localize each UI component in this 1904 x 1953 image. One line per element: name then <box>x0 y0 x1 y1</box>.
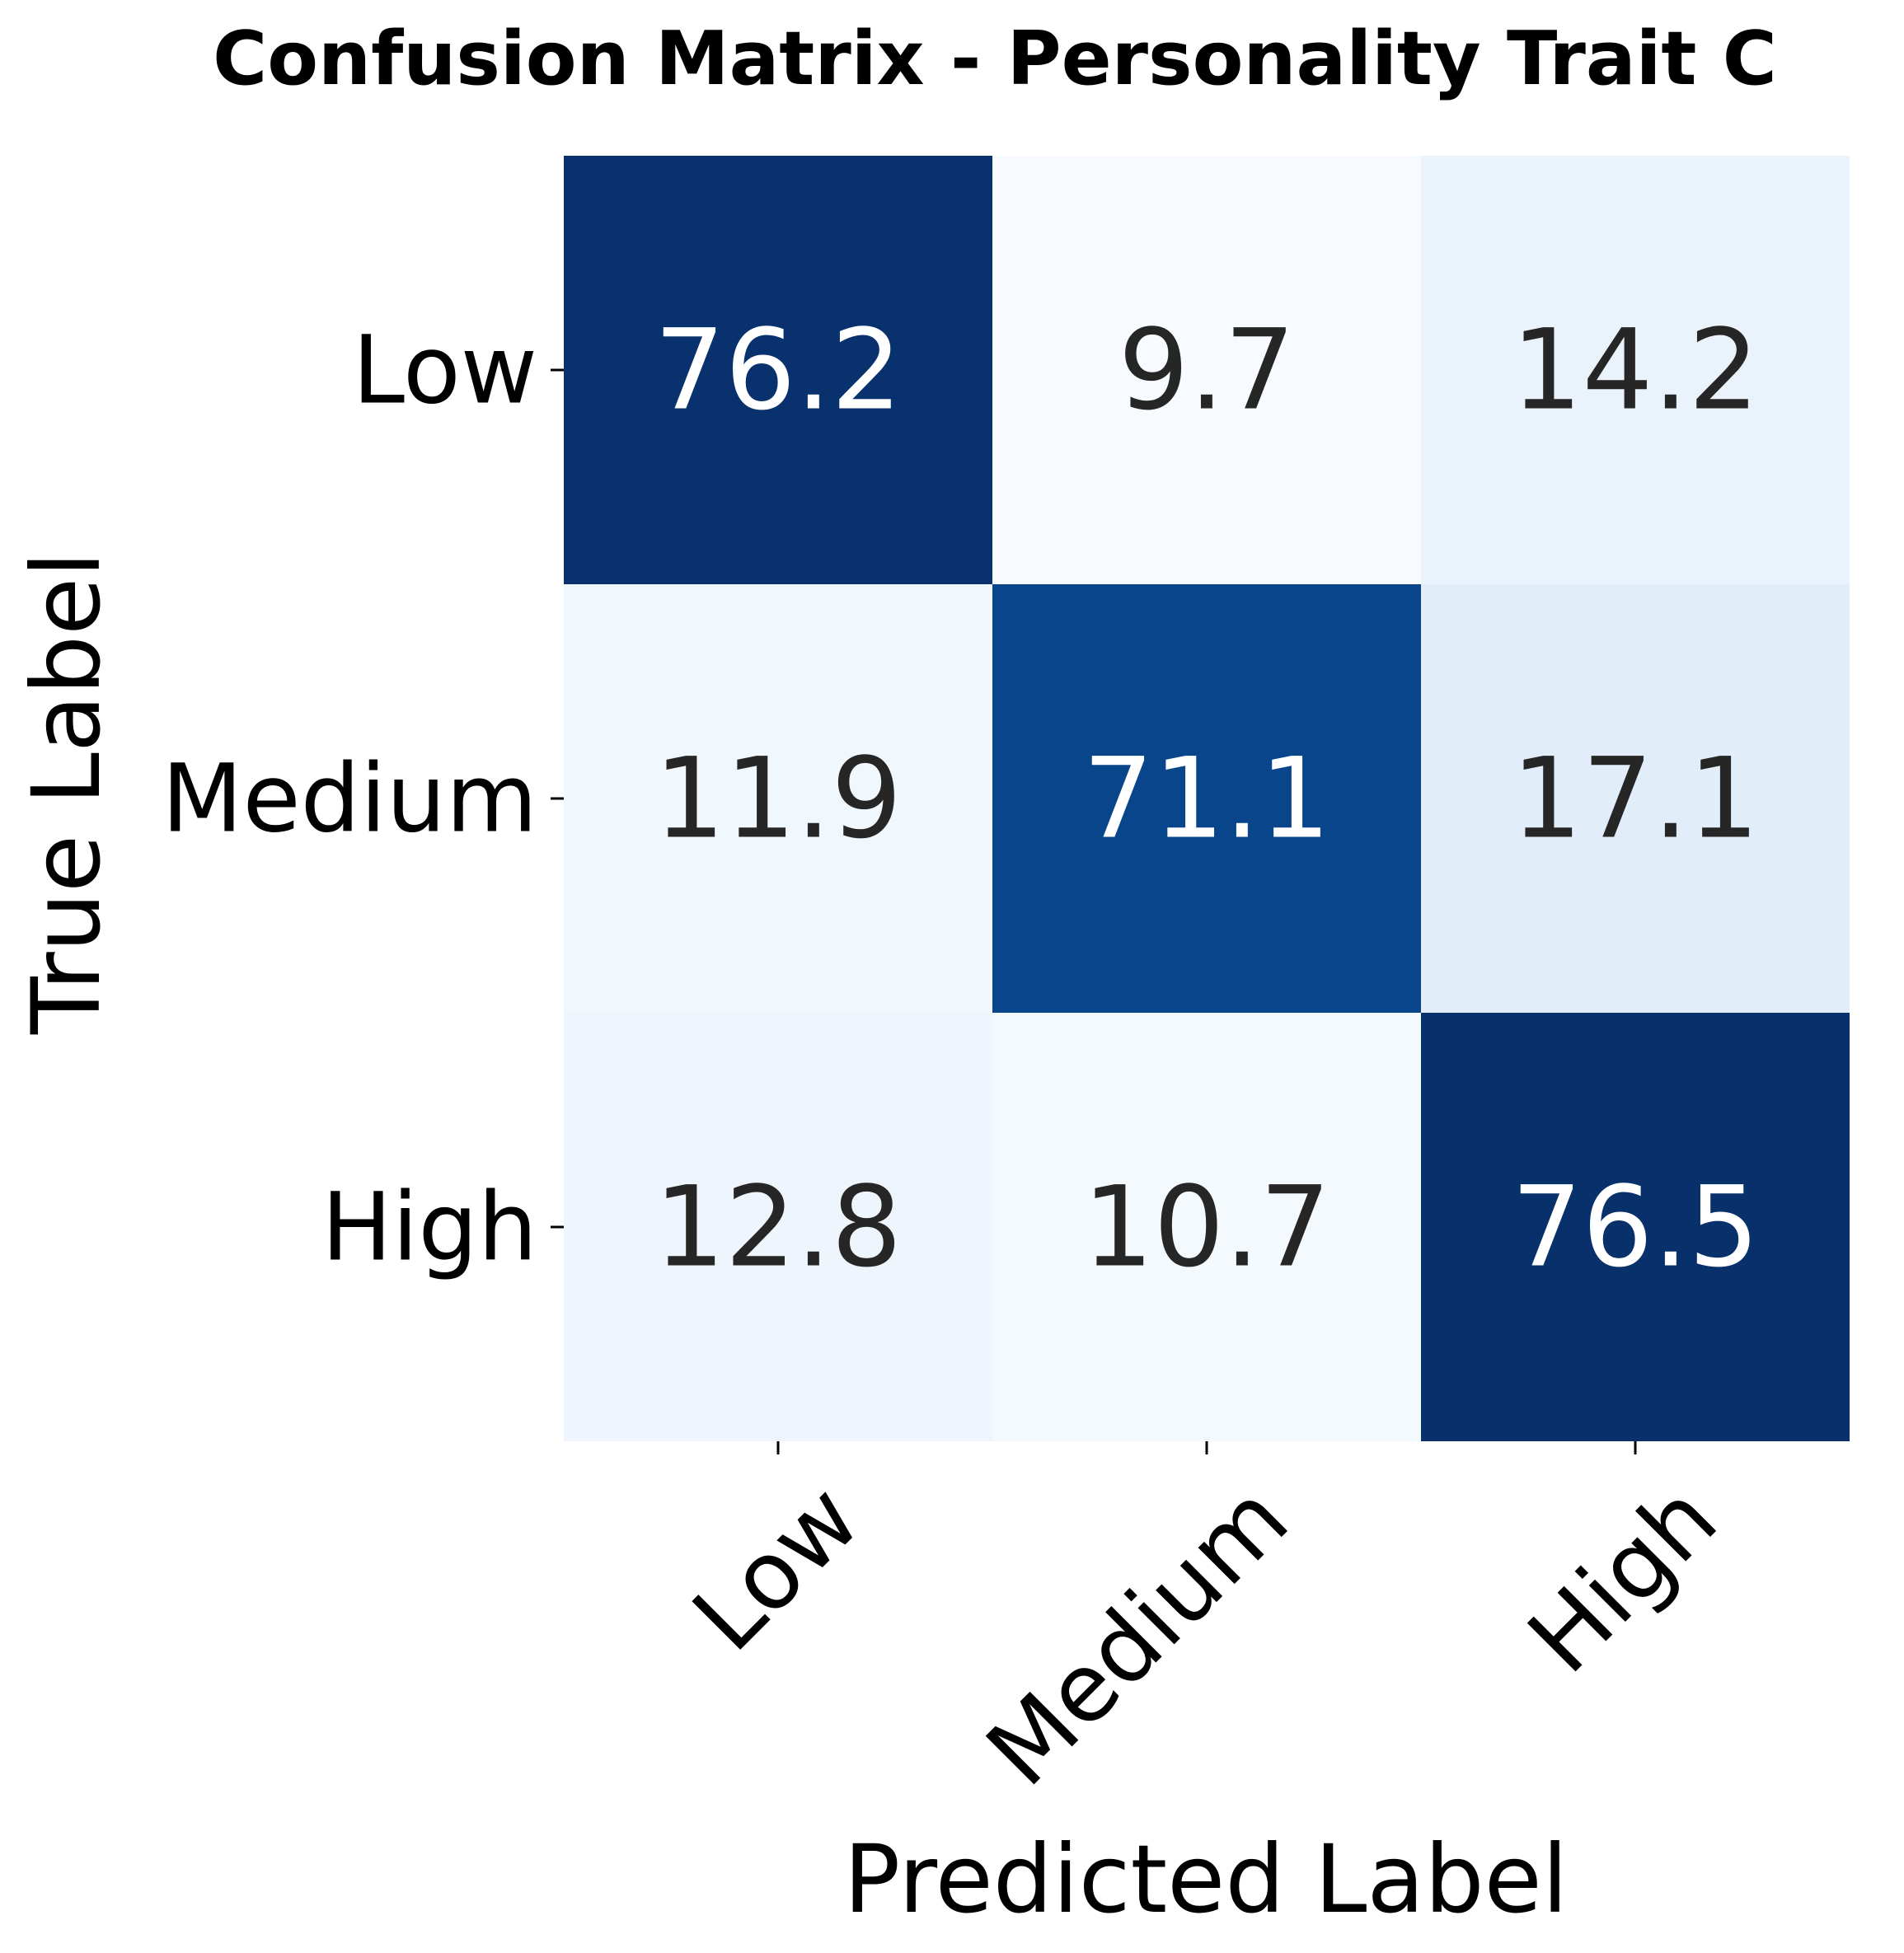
y-axis-ticks: Low Medium High <box>162 316 564 1282</box>
x-axis-ticks: Low Medium High <box>672 1441 1738 1806</box>
cell-value-label-r1-c1: 71.1 <box>1083 734 1331 864</box>
cell-value-label-r2-c2: 76.5 <box>1512 1163 1760 1292</box>
cell-value-label-r1-c0: 11.9 <box>654 734 903 864</box>
y-tick-label-1: Medium <box>162 744 537 854</box>
heatmap-cell-r0-c2 <box>1421 156 1850 584</box>
heatmap-cell-r1-c0 <box>564 584 992 1013</box>
y-axis-title: True Label <box>12 551 121 1035</box>
heatmap-cell-r0-c0 <box>564 156 992 584</box>
heatmap-cell-labels: 76.2 9.7 14.2 11.9 71.1 17.1 12.8 10.7 76.5 <box>654 306 1760 1292</box>
heatmap-cell-r1-c1 <box>992 584 1421 1013</box>
heatmap-cell-r1-c2 <box>1421 584 1850 1013</box>
x-tick-label-0: Low <box>672 1464 880 1672</box>
y-tick-label-0: Low <box>353 316 538 425</box>
x-axis-title: Predicted Label <box>844 1824 1569 1934</box>
heatmap-cell-r2-c0 <box>564 1013 992 1441</box>
x-tick-label-2: High <box>1508 1464 1738 1693</box>
heatmap-cell-r2-c1 <box>992 1013 1421 1441</box>
heatmap-cell-r2-c2 <box>1421 1013 1850 1441</box>
cell-value-label-r2-c0: 12.8 <box>654 1163 903 1292</box>
cell-value-label-r1-c2: 17.1 <box>1512 734 1760 864</box>
cell-value-label-r0-c1: 9.7 <box>1118 306 1296 435</box>
x-tick-label-1: Medium <box>966 1464 1309 1806</box>
cell-value-label-r0-c2: 14.2 <box>1512 306 1760 435</box>
y-tick-label-2: High <box>321 1173 537 1282</box>
cell-value-label-r0-c0: 76.2 <box>654 306 903 435</box>
heatmap-cells <box>564 156 1850 1441</box>
cell-value-label-r2-c1: 10.7 <box>1083 1163 1331 1292</box>
heatmap-cell-r0-c1 <box>992 156 1421 584</box>
chart-title: Confusion Matrix - Personality Trait C <box>213 16 1777 102</box>
